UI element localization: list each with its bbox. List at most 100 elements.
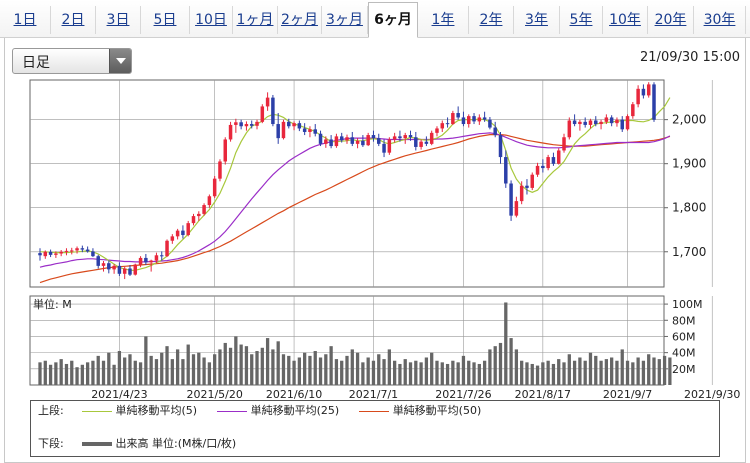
volume-bar xyxy=(345,355,349,385)
candle-body xyxy=(318,133,323,144)
tab-7[interactable]: 2ヶ月 xyxy=(278,6,322,34)
volume-bar xyxy=(239,344,243,385)
candle-body xyxy=(170,236,175,241)
volume-bar xyxy=(615,360,619,385)
tab-4[interactable]: 5日 xyxy=(141,6,190,34)
candle-body xyxy=(271,97,275,125)
legend-ma50-swatch xyxy=(358,410,389,412)
volume-bar xyxy=(435,360,439,385)
volume-bar xyxy=(652,357,656,385)
candle-body xyxy=(440,123,445,129)
candle-body xyxy=(551,157,556,164)
tab-5[interactable]: 10日 xyxy=(190,6,233,34)
candle-body xyxy=(366,135,370,146)
candle-body xyxy=(636,88,640,105)
volume-bar xyxy=(160,352,164,385)
candle-body xyxy=(408,135,413,138)
candle-body xyxy=(466,116,471,125)
date-tick-label: 2021/6/10 xyxy=(266,388,322,401)
tab-14[interactable]: 10年 xyxy=(603,6,648,34)
candle-body xyxy=(594,120,598,125)
volume-bar xyxy=(186,344,190,385)
tab-11[interactable]: 2年 xyxy=(469,6,514,34)
candle-body xyxy=(144,257,148,263)
volume-bar xyxy=(588,352,593,385)
legend-volume-label: 出来高 単位:(M株/口/枚) xyxy=(115,437,237,450)
candle-body xyxy=(302,128,307,132)
chevron-down-icon[interactable] xyxy=(109,49,131,73)
volume-bar xyxy=(392,360,397,385)
candle-body xyxy=(456,113,460,118)
candle-body xyxy=(54,253,58,255)
volume-bar xyxy=(276,341,280,385)
legend-volume: 出来高 単位:(M株/口/枚) xyxy=(80,437,237,451)
candle-body xyxy=(387,139,392,153)
volume-bar xyxy=(170,359,174,385)
volume-bar xyxy=(419,362,423,385)
candle-body xyxy=(382,143,386,153)
volume-bar xyxy=(112,364,116,385)
volume-bar xyxy=(562,362,566,385)
date-tick-label: 2021/4/23 xyxy=(91,388,147,401)
candle-body xyxy=(38,253,42,256)
candle-body xyxy=(75,248,79,251)
tab-15[interactable]: 20年 xyxy=(648,6,694,34)
volume-bar xyxy=(647,354,651,385)
candle-body xyxy=(186,223,190,236)
candle-body xyxy=(281,121,286,139)
volume-bar xyxy=(234,336,238,385)
candle-body xyxy=(419,141,423,147)
volume-bar xyxy=(625,360,630,385)
legend-ma5-label: 単純移動平均(5) xyxy=(115,404,198,417)
tab-2[interactable]: 2日 xyxy=(51,6,96,34)
volume-bar xyxy=(456,362,460,385)
candle-body xyxy=(202,205,206,214)
tab-12[interactable]: 3年 xyxy=(514,6,560,34)
candle-body xyxy=(355,140,360,144)
volume-bar xyxy=(477,363,481,385)
volume-bar xyxy=(228,347,233,385)
candle-period-select[interactable]: 日足 xyxy=(12,48,132,74)
volume-bar xyxy=(123,357,127,385)
volume-bar xyxy=(70,360,74,385)
tab-3[interactable]: 3日 xyxy=(96,6,141,34)
tab-1[interactable]: 1日 xyxy=(0,6,51,34)
candle-body xyxy=(175,230,180,237)
candle-body xyxy=(154,255,159,261)
date-tick-label: 2021/7/26 xyxy=(435,388,491,401)
volume-bar xyxy=(567,354,571,385)
volume-bar xyxy=(287,355,291,385)
volume-bar xyxy=(493,346,497,385)
tab-6[interactable]: 1ヶ月 xyxy=(233,6,278,34)
candle-body xyxy=(641,88,646,96)
volume-bar xyxy=(292,360,296,385)
volume-bar xyxy=(403,359,407,385)
candle-body xyxy=(255,121,259,126)
volume-bar xyxy=(59,359,63,385)
candle-body xyxy=(519,185,524,202)
legend-ma25-label: 単純移動平均(25) xyxy=(250,404,340,417)
legend-volume-swatch xyxy=(81,442,112,446)
tab-8[interactable]: 3ヶ月 xyxy=(322,6,368,34)
candle-body xyxy=(228,124,233,140)
volume-bar xyxy=(107,352,111,385)
tab-13[interactable]: 5年 xyxy=(560,6,603,34)
candle-body xyxy=(377,138,381,144)
candle-body xyxy=(159,255,164,257)
tab-10[interactable]: 1年 xyxy=(418,6,469,34)
date-tick-label: 2021/9/7 xyxy=(603,388,652,401)
tab-9[interactable]: 6ヶ月 xyxy=(368,2,418,38)
tab-16[interactable]: 30年 xyxy=(694,6,746,34)
candle-body xyxy=(133,264,138,275)
volume-bar xyxy=(583,360,587,385)
price-tick-label: 1,800 xyxy=(672,201,706,215)
date-tick-label: 2021/9/30 xyxy=(684,388,740,401)
volume-bar xyxy=(398,363,402,385)
candle-body xyxy=(239,122,243,127)
volume-bar xyxy=(355,352,360,385)
volume-tick-label: 60M xyxy=(672,330,696,343)
volume-bar xyxy=(520,360,524,385)
volume-bar xyxy=(387,349,391,385)
volume-tick-label: 40M xyxy=(672,347,696,360)
